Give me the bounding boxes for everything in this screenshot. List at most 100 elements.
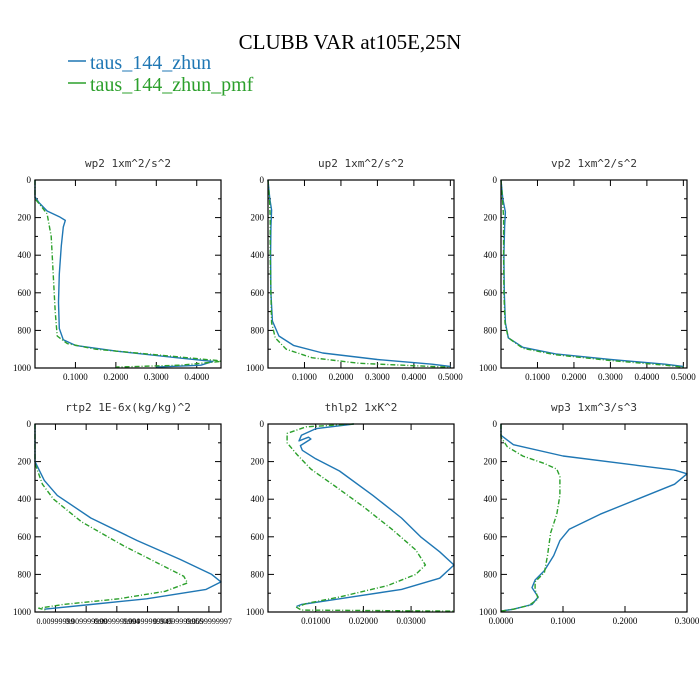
y-tick-label: 0 <box>493 419 498 429</box>
legend: taus_144_zhun taus_144_zhun_pmf <box>68 52 254 96</box>
panel-3: rtp2 1E-6x(kg/kg)^2 0 200 400 600 800 1000 0.00… <box>13 401 232 626</box>
plot-frame <box>267 179 455 369</box>
panel-0: wp2 1xm^2/s^2 0 200 400 600 800 1000 0.1000 0.20… <box>13 157 222 382</box>
x-tick-label: 0.00999999955 <box>153 617 203 626</box>
y-tick-label: 600 <box>18 532 32 542</box>
y-tick-label: 400 <box>484 250 498 260</box>
y-tick-label: 600 <box>251 532 265 542</box>
y-axis: 0 200 400 600 800 1000 <box>479 419 687 617</box>
y-tick-label: 1000 <box>13 363 32 373</box>
y-tick-label: 200 <box>18 213 32 223</box>
x-tick-label: 0.5000 <box>438 372 463 382</box>
y-axis: 0 200 400 600 800 1000 <box>13 419 221 617</box>
x-tick-label: 0.3000 <box>675 616 700 626</box>
legend-label-1: taus_144_zhun_pmf <box>90 74 254 96</box>
y-tick-label: 800 <box>251 325 265 335</box>
plot-frame <box>267 423 455 613</box>
y-tick-label: 200 <box>18 457 32 467</box>
x-tick-label: 0.3000 <box>365 372 390 382</box>
panel-grid: wp2 1xm^2/s^2 0 200 400 600 800 1000 0.1000 0.20… <box>13 157 700 626</box>
y-axis: 0 200 400 600 800 1000 <box>246 175 454 373</box>
y-tick-label: 0 <box>493 175 498 185</box>
y-tick-label: 0 <box>27 419 32 429</box>
y-tick-label: 1000 <box>246 363 265 373</box>
x-tick-label: 0.2000 <box>562 372 587 382</box>
x-tick-label: 0.01000 <box>301 616 331 626</box>
x-tick-label: 0.2000 <box>613 616 638 626</box>
x-tick-label: 0.1000 <box>63 372 88 382</box>
y-tick-label: 800 <box>484 325 498 335</box>
y-tick-label: 800 <box>251 569 265 579</box>
x-tick-label: 0.3000 <box>598 372 623 382</box>
panel-title: up2 1xm^2/s^2 <box>318 157 404 170</box>
panel-title: thlp2 1xK^2 <box>325 401 398 414</box>
x-tick-label: 0.02000 <box>349 616 379 626</box>
y-tick-label: 400 <box>484 494 498 504</box>
x-axis: 0.1000 0.2000 0.3000 0.4000 0.5000 <box>525 180 696 382</box>
panel-title: wp3 1xm^3/s^3 <box>551 401 637 414</box>
y-tick-label: 600 <box>18 288 32 298</box>
y-tick-label: 600 <box>484 532 498 542</box>
x-tick-label: 0.5000 <box>671 372 696 382</box>
y-tick-label: 400 <box>251 250 265 260</box>
x-tick-label: 0.3000 <box>144 372 169 382</box>
x-tick-label: 0.1000 <box>525 372 550 382</box>
x-axis: 0.0000 0.1000 0.2000 0.3000 <box>489 424 700 626</box>
x-tick-label: 0.1000 <box>292 372 317 382</box>
figure-title: CLUBB VAR at105E,25N <box>239 30 462 54</box>
series-line-1 <box>500 179 684 368</box>
series-line-1 <box>286 423 455 612</box>
y-tick-label: 1000 <box>479 363 498 373</box>
y-axis: 0 200 400 600 800 1000 <box>479 175 687 373</box>
panel-2: vp2 1xm^2/s^2 0 200 400 600 800 1000 0.1000 0.20… <box>479 157 696 382</box>
x-axis: 0.1000 0.2000 0.3000 0.4000 <box>63 180 210 382</box>
panel-title: vp2 1xm^2/s^2 <box>551 157 637 170</box>
x-tick-label: 0.1000 <box>551 616 576 626</box>
y-tick-label: 400 <box>18 494 32 504</box>
series-line-1 <box>500 424 561 612</box>
x-tick-label: 0.03000 <box>396 616 426 626</box>
y-tick-label: 0 <box>27 175 32 185</box>
x-tick-label: 0.0099999997 <box>186 617 232 626</box>
y-tick-label: 1000 <box>13 607 32 617</box>
panel-title: rtp2 1E-6x(kg/kg)^2 <box>65 401 191 414</box>
y-tick-label: 600 <box>251 288 265 298</box>
plot-frame <box>34 423 222 613</box>
y-tick-label: 800 <box>18 569 32 579</box>
y-tick-label: 200 <box>484 213 498 223</box>
series-line-0 <box>34 180 214 368</box>
y-axis: 0 200 400 600 800 1000 <box>13 175 221 373</box>
y-tick-label: 800 <box>18 325 32 335</box>
y-axis: 0 200 400 600 800 1000 <box>246 419 454 617</box>
y-tick-label: 400 <box>18 250 32 260</box>
y-tick-label: 400 <box>251 494 265 504</box>
plot-frame <box>500 179 688 369</box>
series-line-1 <box>34 180 222 368</box>
x-tick-label: 0.2000 <box>103 372 128 382</box>
y-tick-label: 800 <box>484 569 498 579</box>
y-tick-label: 1000 <box>479 607 498 617</box>
x-axis: 0.01000 0.02000 0.03000 <box>301 424 426 626</box>
plot-frame <box>34 179 222 369</box>
y-tick-label: 200 <box>251 457 265 467</box>
series-line-0 <box>267 179 451 368</box>
series-line-1 <box>34 424 189 611</box>
series-line-0 <box>296 423 455 608</box>
x-axis: 0.1000 0.2000 0.3000 0.4000 0.5000 <box>292 180 463 382</box>
series-line-0 <box>34 424 222 610</box>
legend-label-0: taus_144_zhun <box>90 52 211 74</box>
x-tick-label: 0.2000 <box>329 372 354 382</box>
x-tick-label: 0.00999999 <box>36 617 74 626</box>
series-line-0 <box>500 179 684 368</box>
x-tick-label: 0.4000 <box>402 372 427 382</box>
panel-4: thlp2 1xK^2 0 200 400 600 800 1000 0.01000 0.020… <box>246 401 455 626</box>
y-tick-label: 200 <box>251 213 265 223</box>
x-tick-label: 0.009999999 <box>65 617 107 626</box>
panel-title: wp2 1xm^2/s^2 <box>85 157 171 170</box>
x-tick-label: 0.0000 <box>489 616 514 626</box>
y-tick-label: 1000 <box>246 607 265 617</box>
x-tick-label: 0.4000 <box>184 372 209 382</box>
x-tick-label: 0.0099999994 <box>94 617 140 626</box>
